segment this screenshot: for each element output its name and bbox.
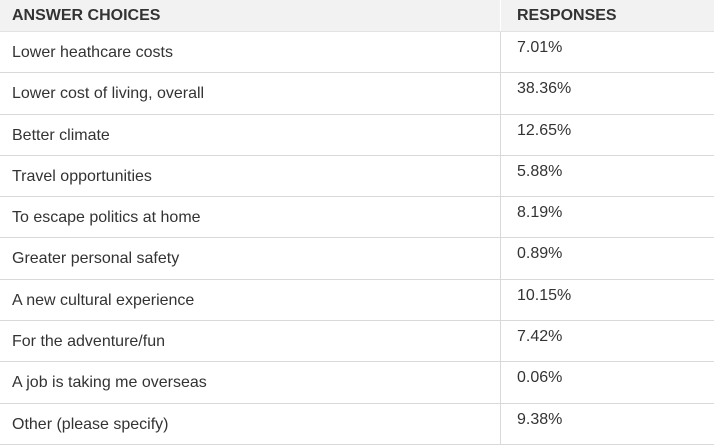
table-row: For the adventure/fun 7.42% bbox=[0, 321, 714, 363]
header-responses: RESPONSES bbox=[517, 7, 617, 24]
answer-choice-cell: Lower cost of living, overall bbox=[0, 73, 501, 114]
answer-choice-cell: A job is taking me overseas bbox=[0, 362, 501, 403]
table-row: Better climate 12.65% bbox=[0, 114, 714, 156]
table-row: Greater personal safety 0.89% bbox=[0, 238, 714, 280]
response-cell: 7.01% bbox=[517, 39, 563, 56]
header-answer-choices: ANSWER CHOICES bbox=[0, 0, 501, 31]
response-cell: 0.89% bbox=[517, 245, 563, 263]
answer-choice-cell: Lower heathcare costs bbox=[0, 32, 501, 73]
answer-choice-cell: For the adventure/fun bbox=[0, 321, 501, 362]
table-header: ANSWER CHOICES RESPONSES bbox=[0, 0, 714, 32]
answer-choice-cell: Travel opportunities bbox=[0, 155, 501, 197]
table-row: A job is taking me overseas 0.06% bbox=[0, 362, 714, 404]
response-cell: 10.15% bbox=[517, 286, 572, 304]
response-cell: 7.42% bbox=[517, 328, 563, 346]
answer-choice-cell: Better climate bbox=[0, 114, 501, 155]
table-row: Lower heathcare costs 7.01% bbox=[0, 32, 714, 74]
response-cell: 9.38% bbox=[517, 410, 563, 428]
table-row: To escape politics at home 8.19% bbox=[0, 197, 714, 239]
table-row: A new cultural experience 10.15% bbox=[0, 279, 714, 322]
response-cell: 8.19% bbox=[517, 204, 563, 222]
answer-choice-cell: To escape politics at home bbox=[0, 197, 501, 238]
response-cell: 5.88% bbox=[517, 162, 563, 180]
response-cell: 0.06% bbox=[517, 369, 563, 387]
answer-choice-cell: Other (please specify) bbox=[0, 403, 501, 444]
answer-choice-cell: Greater personal safety bbox=[0, 238, 501, 279]
table-row: Lower cost of living, overall 38.36% bbox=[0, 73, 714, 115]
answer-choice-cell: A new cultural experience bbox=[0, 279, 501, 321]
response-cell: 12.65% bbox=[517, 121, 572, 139]
table-row: Travel opportunities 5.88% bbox=[0, 155, 714, 198]
table-row: Other (please specify) 9.38% bbox=[0, 403, 714, 445]
response-cell: 38.36% bbox=[517, 80, 572, 98]
